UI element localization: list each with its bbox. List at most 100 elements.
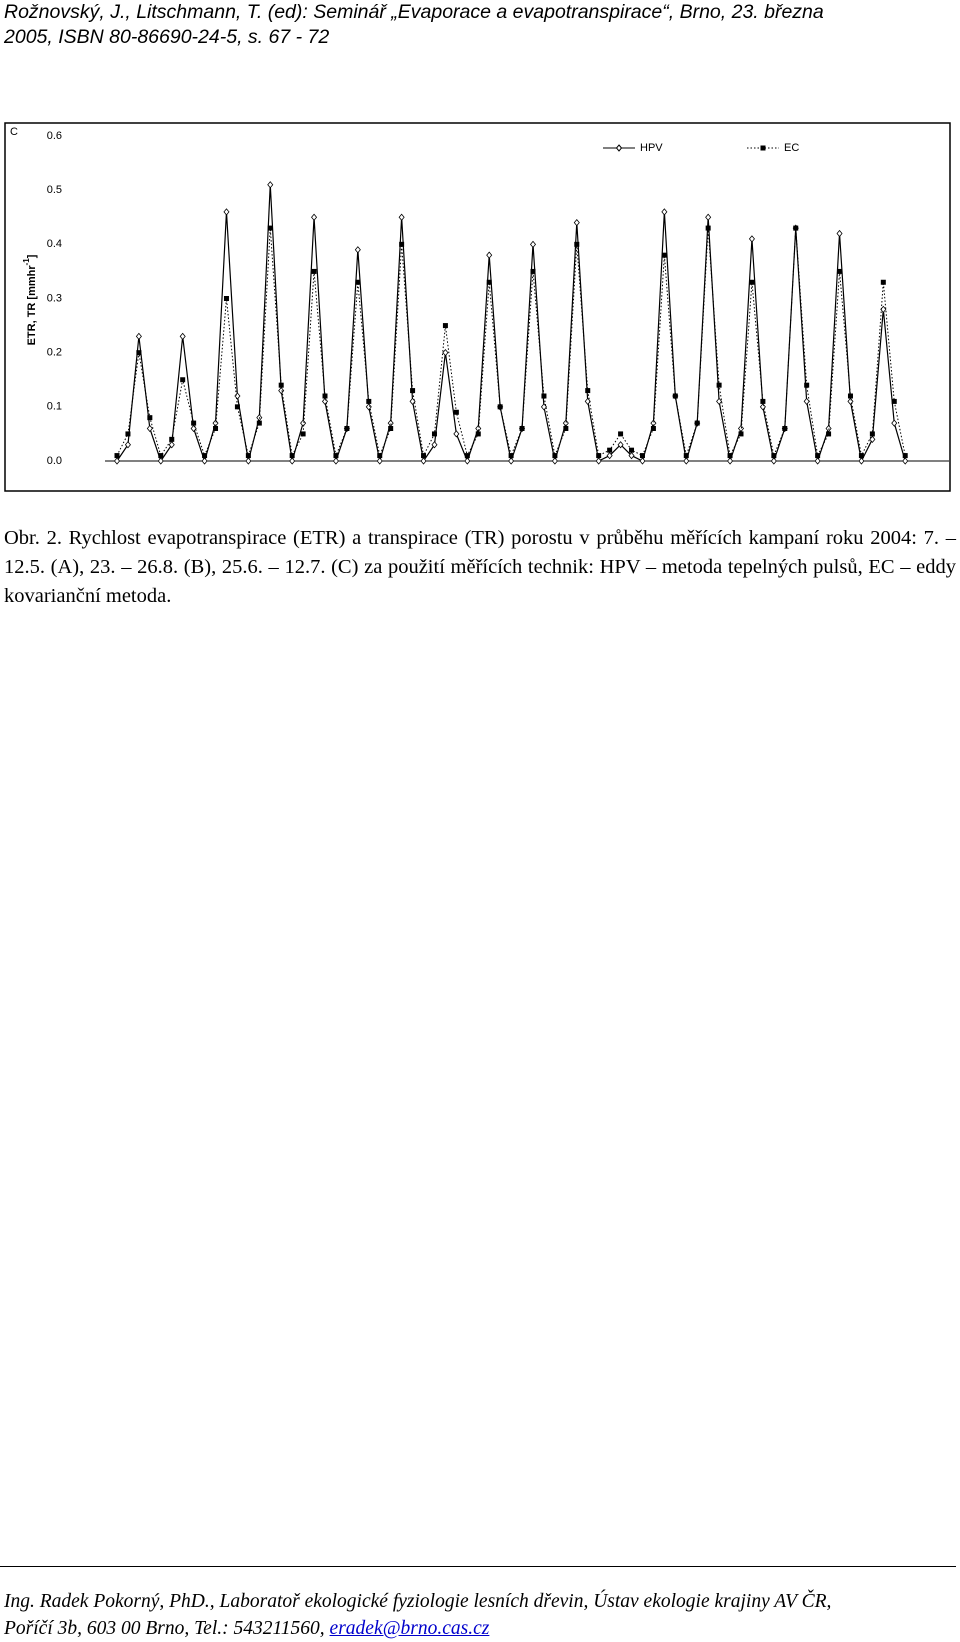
hpv-marker <box>321 397 329 406</box>
y-tick-label: 0.6 <box>47 130 62 142</box>
ec-marker <box>234 404 240 410</box>
footer-line: Ing. Radek Pokorný, PhD., Laboratoř ekol… <box>4 1591 832 1612</box>
hpv-marker <box>529 240 537 248</box>
ec-marker <box>158 453 164 459</box>
ec-marker <box>639 453 645 459</box>
hpv-marker <box>683 457 690 465</box>
ec-marker <box>629 447 635 453</box>
ec-marker <box>114 453 120 459</box>
caption: Obr. 2. Rychlost evapotranspirace (ETR) … <box>4 527 956 607</box>
y-label-sup: -1 <box>22 258 31 266</box>
ec-marker <box>213 426 219 431</box>
hpv-marker <box>486 251 493 259</box>
ec-marker <box>169 436 175 442</box>
ec-marker <box>650 426 656 431</box>
ec-marker <box>880 279 886 285</box>
hpv-marker <box>453 430 460 438</box>
ec-marker <box>256 420 262 426</box>
ec-marker <box>847 393 853 399</box>
y-axis-label: ETR, TR [mmhr-1] <box>22 254 38 345</box>
ec-marker <box>705 225 711 231</box>
ec-marker <box>377 453 383 459</box>
ec-marker <box>136 350 142 356</box>
ec-marker <box>191 420 197 426</box>
ec-marker <box>585 388 591 394</box>
hpv-marker <box>617 441 624 449</box>
hpv-marker <box>146 424 153 433</box>
ec-marker <box>464 453 470 459</box>
email-link[interactable]: eradek@brno.cas.cz <box>329 1618 490 1639</box>
y-tick-label: 0.3 <box>47 292 62 304</box>
hpv-marker <box>135 332 142 341</box>
ec-marker <box>180 377 186 383</box>
y-label-main: ETR, TR [mmhr <box>26 265 38 346</box>
y-tick-label: 0.2 <box>47 347 62 359</box>
header: Rožnovský, J., Litschmann, T. (ed): Semi… <box>4 0 824 50</box>
hpv-marker <box>551 457 558 465</box>
ec-marker <box>486 279 492 285</box>
footer-address: Poříčí 3b, 603 00 Brno, Tel.: 543211560, <box>4 1618 330 1639</box>
hpv-marker <box>869 435 876 443</box>
footer-rule <box>0 1566 956 1567</box>
hpv-marker <box>902 457 909 465</box>
ec-marker <box>125 431 131 437</box>
hpv-marker <box>223 208 230 216</box>
hpv-marker <box>442 349 449 357</box>
hpv-marker <box>628 451 635 460</box>
ec-marker <box>442 323 448 329</box>
ec-marker <box>497 404 503 410</box>
ec-marker <box>574 241 580 247</box>
ec-marker <box>278 382 284 388</box>
ec-marker <box>541 393 547 399</box>
hpv-marker <box>311 213 318 221</box>
ec-marker <box>661 252 667 258</box>
chart: C ETR, TR [mmhr-1] 0.0 0.1 0.2 0.3 0.4 0.5 0.6… <box>4 122 951 492</box>
hpv-marker <box>332 457 339 465</box>
chart-frame <box>4 122 951 492</box>
ec-marker <box>672 393 678 399</box>
y-tick-label: 0.5 <box>47 184 62 196</box>
ec-marker <box>355 279 361 285</box>
hpv-marker <box>727 457 734 465</box>
hpv-marker <box>234 392 241 400</box>
ec-marker <box>421 453 427 459</box>
hpv-marker <box>836 229 843 238</box>
ec-marker <box>869 431 875 437</box>
ec-marker <box>333 453 339 459</box>
ec-marker <box>749 279 755 285</box>
ec-marker <box>300 431 306 437</box>
ec-marker <box>530 268 536 274</box>
legend-label: HPV <box>640 142 663 154</box>
ec-marker <box>727 453 733 459</box>
ec-marker <box>399 241 405 247</box>
ec-marker <box>410 388 416 394</box>
legend-marker <box>760 145 766 151</box>
hpv-marker <box>113 457 121 465</box>
hpv-marker <box>190 424 197 433</box>
ec-marker <box>552 453 558 459</box>
hpv-marker <box>289 457 296 465</box>
ec-marker <box>738 431 744 437</box>
ec-marker <box>245 453 251 459</box>
legend-label: EC <box>784 142 799 154</box>
hpv-marker <box>157 457 164 465</box>
ec-marker <box>563 426 569 431</box>
y-tick-label: 0.4 <box>47 238 62 250</box>
ec-marker <box>322 393 328 399</box>
ec-marker <box>596 453 602 459</box>
series-line <box>116 184 906 464</box>
hpv-marker <box>354 246 361 254</box>
hpv-marker <box>124 441 131 449</box>
ec-marker <box>519 426 525 431</box>
header-line: 2005, ISBN 80-86690-24-5, s. 67 - 72 <box>4 26 330 48</box>
y-tick-label: 0.1 <box>47 401 62 413</box>
ec-marker <box>760 398 766 404</box>
hpv-marker <box>267 181 274 189</box>
hpv-marker <box>639 457 646 465</box>
ec-marker <box>826 431 832 437</box>
ec-marker <box>683 453 689 459</box>
hpv-marker <box>858 457 865 465</box>
ec-marker <box>694 420 700 426</box>
hpv-marker <box>584 397 591 406</box>
